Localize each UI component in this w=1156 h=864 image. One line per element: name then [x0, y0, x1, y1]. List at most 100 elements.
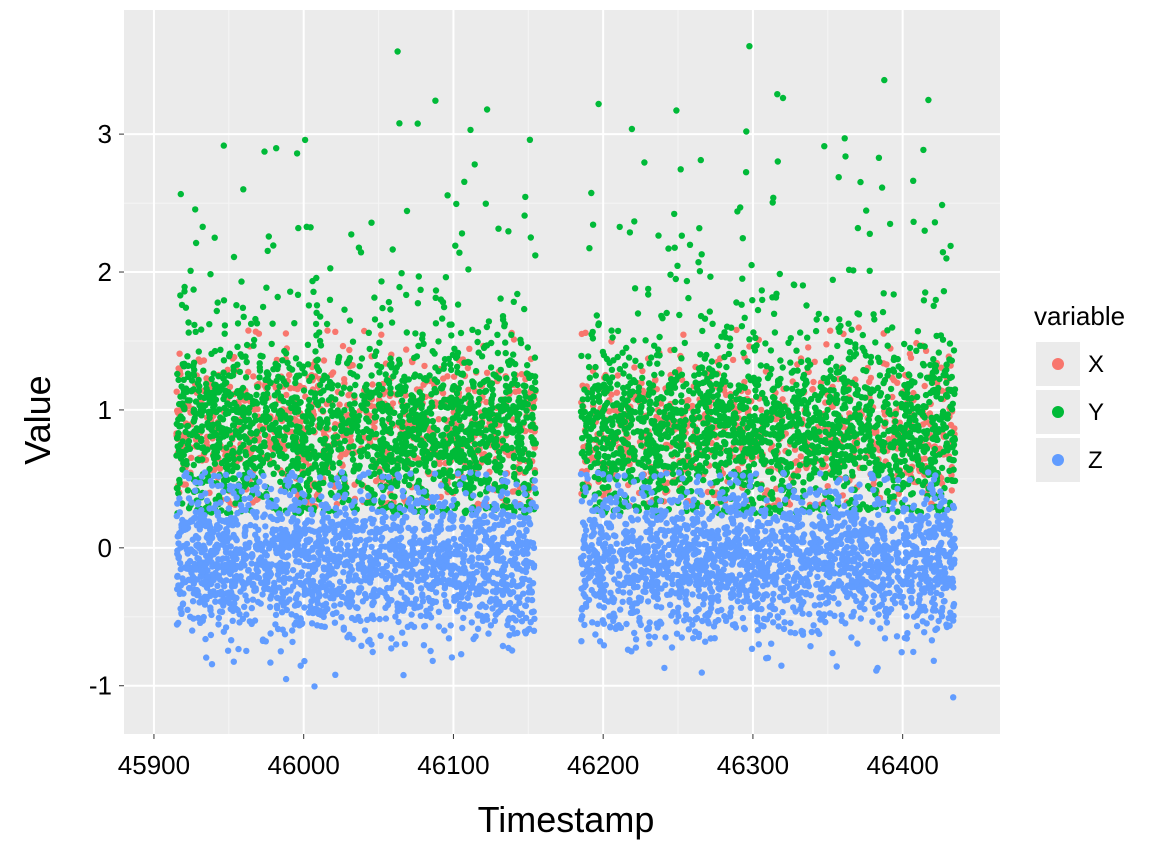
data-point	[698, 251, 705, 258]
data-point	[303, 479, 311, 487]
data-point	[352, 381, 359, 389]
data-point	[947, 430, 954, 437]
data-point	[936, 375, 943, 383]
data-point	[362, 393, 369, 400]
data-point	[785, 339, 792, 346]
data-point	[490, 428, 497, 435]
data-point	[185, 329, 192, 336]
data-point	[671, 423, 678, 430]
data-point	[411, 373, 418, 380]
data-point	[938, 201, 946, 209]
data-point	[521, 305, 528, 313]
data-point	[432, 364, 439, 371]
data-point	[836, 422, 843, 429]
data-point	[510, 351, 517, 358]
data-point	[269, 451, 277, 459]
data-point	[531, 354, 539, 361]
data-point	[387, 355, 394, 362]
data-point	[415, 422, 423, 429]
data-point	[815, 310, 822, 318]
data-point	[839, 365, 847, 372]
data-point	[712, 449, 719, 457]
data-point	[685, 447, 692, 454]
data-point	[800, 479, 807, 486]
data-point	[804, 357, 812, 364]
data-point	[725, 416, 732, 423]
data-point	[703, 445, 711, 453]
data-point	[282, 330, 290, 337]
data-point	[866, 459, 873, 466]
data-point	[595, 410, 602, 417]
data-point	[892, 464, 900, 471]
data-point	[221, 322, 229, 329]
data-point	[323, 416, 331, 423]
data-point	[406, 416, 413, 423]
data-point	[930, 302, 937, 309]
data-point	[813, 316, 820, 323]
data-point	[941, 368, 949, 375]
data-point	[686, 241, 694, 248]
data-point	[414, 120, 421, 127]
data-point	[845, 320, 852, 327]
data-point	[501, 323, 508, 330]
data-point	[885, 427, 892, 435]
data-point	[876, 392, 884, 399]
data-point	[905, 371, 912, 378]
data-point	[204, 388, 211, 395]
data-point	[291, 320, 298, 327]
data-point	[173, 388, 180, 395]
data-point	[738, 323, 746, 330]
data-point	[323, 374, 330, 381]
data-point	[476, 491, 484, 498]
data-point	[907, 491, 915, 498]
data-point	[531, 373, 539, 380]
data-point	[199, 223, 206, 230]
data-point	[415, 273, 422, 280]
data-point	[862, 394, 869, 401]
data-point	[580, 444, 587, 451]
data-point	[948, 487, 955, 494]
data-point	[921, 448, 928, 456]
data-point	[623, 344, 630, 352]
data-point	[175, 376, 182, 384]
data-point	[870, 311, 877, 318]
data-point	[726, 335, 734, 342]
data-point	[948, 373, 955, 381]
data-point	[505, 396, 513, 403]
data-point	[887, 385, 895, 393]
data-point	[866, 411, 873, 418]
data-point	[346, 317, 354, 324]
data-point	[247, 429, 254, 436]
data-point	[670, 380, 678, 387]
data-point	[220, 142, 227, 149]
data-point	[774, 91, 781, 98]
data-point	[510, 298, 517, 305]
data-point	[482, 200, 489, 207]
data-point	[523, 400, 530, 408]
data-point	[859, 331, 866, 339]
data-point	[618, 436, 626, 443]
data-point	[928, 379, 936, 387]
data-point	[254, 383, 261, 391]
data-point	[847, 422, 855, 429]
data-point	[446, 456, 453, 463]
data-point	[606, 459, 613, 467]
data-point	[712, 401, 720, 408]
data-point	[495, 448, 503, 456]
data-point	[619, 349, 626, 356]
data-point	[679, 422, 687, 429]
data-point	[190, 461, 197, 469]
data-point	[856, 454, 863, 461]
data-point	[515, 437, 522, 445]
data-point	[824, 406, 831, 414]
data-point	[681, 339, 688, 347]
data-point	[261, 148, 268, 155]
data-point	[474, 338, 481, 346]
data-point	[585, 353, 592, 360]
data-point	[359, 428, 367, 436]
data-point	[937, 332, 945, 339]
data-point	[502, 339, 509, 346]
data-point	[759, 296, 766, 304]
data-point	[478, 419, 486, 427]
data-point	[299, 437, 306, 444]
